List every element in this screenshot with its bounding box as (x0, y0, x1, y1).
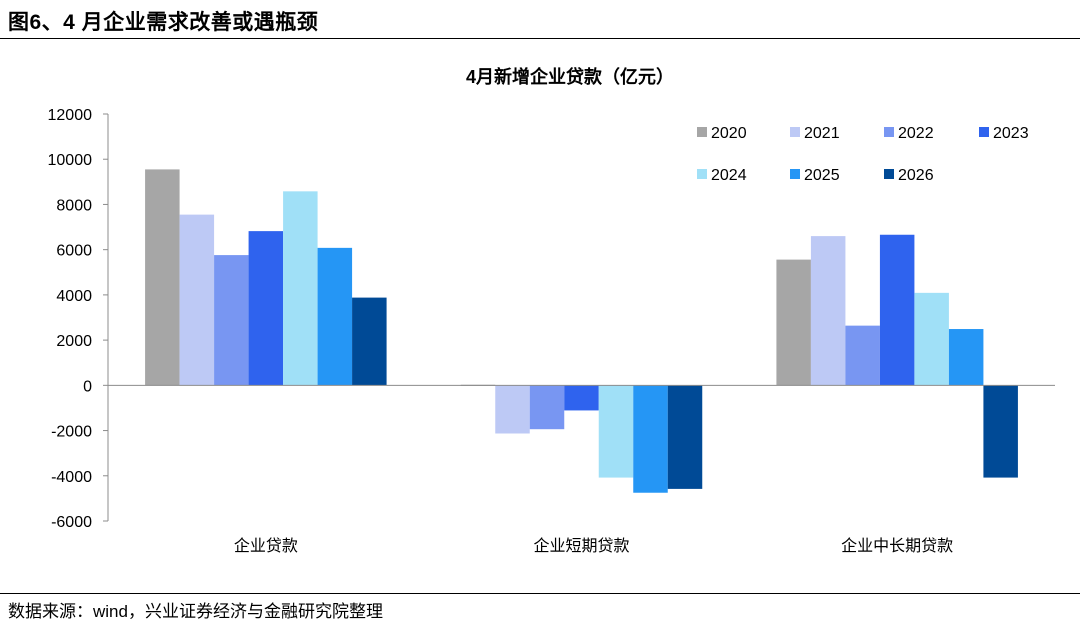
bar-2021-0 (179, 214, 215, 386)
chart-title: 4月新增企业贷款（亿元） (466, 66, 674, 87)
y-axis: 12000 10000 8000 6000 4000 2000 0 -2000 -4000 -60… (48, 107, 109, 531)
x-axis: 企业贷款 企业短期贷款 企业中长期贷款 (108, 384, 1055, 555)
y-tick-label: -6000 (51, 514, 92, 531)
bottom-rule (0, 593, 1080, 594)
y-tick-label: 0 (83, 378, 92, 395)
category-label: 企业贷款 (234, 537, 298, 555)
top-rule (0, 38, 1080, 39)
category-label: 企业短期贷款 (533, 537, 629, 555)
legend-swatch-2023 (979, 127, 989, 137)
category-label: 企业中长期贷款 (841, 537, 953, 555)
bar-2025-0 (317, 247, 353, 386)
y-tick-label: 10000 (48, 152, 93, 169)
y-tick-label: 12000 (48, 107, 93, 124)
bar-2023-1 (564, 385, 599, 411)
bar-2026-2 (983, 385, 1018, 478)
bar-2026-1 (667, 385, 703, 489)
bar-2024-1 (598, 385, 634, 478)
y-tick-label: 8000 (56, 197, 92, 214)
y-tick-label: 6000 (56, 243, 92, 260)
y-tick-label: -2000 (51, 424, 92, 441)
bar-2026-0 (352, 297, 387, 386)
y-tick-label: -4000 (51, 469, 92, 486)
legend-label-2024: 2024 (711, 167, 747, 184)
legend-swatch-2020 (697, 127, 707, 137)
legend-swatch-2024 (697, 169, 707, 179)
legend-swatch-2022 (884, 127, 894, 137)
chart-legend: 2020 2021 2022 2023 2024 2025 2026 (697, 125, 1029, 184)
legend-label-2020: 2020 (711, 125, 747, 142)
figure-title: 图6、4 月企业需求改善或遇瓶颈 (8, 11, 319, 34)
y-tick-label: 2000 (56, 333, 92, 350)
legend-label-2026: 2026 (898, 167, 934, 184)
bar-2022-1 (529, 385, 565, 430)
y-tick-label: 4000 (56, 288, 92, 305)
bar-2024-0 (283, 191, 318, 386)
bar-2022-2 (845, 325, 880, 386)
bar-2022-0 (214, 255, 249, 386)
legend-label-2023: 2023 (993, 125, 1029, 142)
bar-2021-1 (495, 385, 530, 434)
bar-2025-1 (633, 385, 668, 493)
legend-swatch-2021 (790, 127, 800, 137)
bar-2021-2 (810, 236, 846, 386)
bar-2020-0 (145, 169, 180, 386)
bar-2025-2 (948, 329, 984, 386)
legend-swatch-2026 (884, 169, 894, 179)
legend-label-2025: 2025 (804, 167, 840, 184)
bar-chart: 4月新增企业贷款（亿元） 12000 10000 8000 6000 4000 2000 0… (48, 66, 1055, 555)
legend-swatch-2025 (790, 169, 800, 179)
source-note: 数据来源：wind，兴业证券经济与金融研究院整理 (8, 602, 383, 621)
bar-2023-0 (248, 231, 284, 386)
bar-series-group (145, 169, 1018, 493)
bar-2020-2 (776, 259, 811, 386)
bar-2023-2 (879, 234, 915, 386)
bar-2024-2 (914, 292, 949, 386)
legend-label-2021: 2021 (804, 125, 840, 142)
legend-label-2022: 2022 (898, 125, 934, 142)
